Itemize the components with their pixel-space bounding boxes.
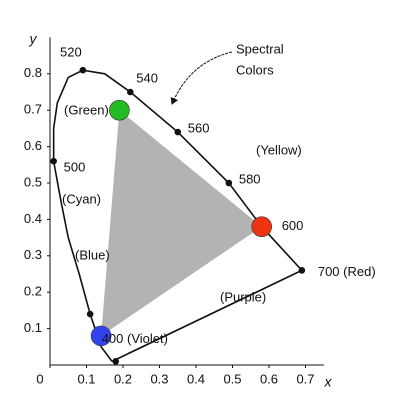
- wavelength-label: 580: [239, 171, 261, 186]
- y-tick-label: 0.8: [24, 65, 42, 80]
- y-tick-label: 0.3: [24, 247, 42, 262]
- x-tick-label: 0.1: [77, 371, 95, 386]
- wavelength-label: 400 (Violet): [102, 331, 168, 346]
- wavelength-dot: [79, 66, 87, 74]
- x-tick-label: 0.2: [114, 371, 132, 386]
- wavelength-dot: [112, 358, 119, 365]
- wavelength-dot: [50, 157, 57, 165]
- y-tick-label: 0.7: [24, 102, 42, 117]
- wavelength-label: 700 (Red): [318, 264, 376, 279]
- wavelength-label: 600: [282, 218, 304, 233]
- x-tick-label: 0.5: [223, 371, 241, 386]
- x-tick-label: 0.7: [296, 371, 314, 386]
- wavelength-label: 560: [188, 120, 210, 135]
- primary-point: [109, 99, 130, 121]
- wavelength-dot: [127, 88, 134, 96]
- wavelength-dot: [298, 267, 306, 274]
- wavelength-label: 520: [60, 45, 82, 60]
- y-tick-label: 0.1: [24, 320, 42, 335]
- y-tick-label: 0.6: [24, 138, 42, 153]
- y-tick-label: 0.5: [24, 174, 42, 189]
- wavelength-dot: [174, 128, 182, 136]
- y-axis-title: y: [29, 31, 38, 47]
- primary-point: [251, 216, 273, 237]
- region-label: (Purple): [220, 289, 266, 304]
- gamut-triangle: [101, 110, 262, 336]
- y-tick-label: 0.2: [24, 284, 42, 299]
- wavelength-dot: [225, 179, 233, 187]
- x-tick-label: 0.6: [260, 371, 278, 386]
- region-label: (Blue): [75, 247, 110, 262]
- annotation-text: Colors: [236, 62, 274, 77]
- x-tick-label: 0.3: [150, 371, 168, 386]
- spectral-locus: [52, 69, 304, 363]
- x-axis-title: x: [324, 374, 333, 390]
- wavelength-label: 540: [136, 70, 158, 85]
- region-label: (Cyan): [62, 191, 101, 206]
- region-label: (Yellow): [256, 142, 302, 157]
- x-tick-label: 0: [36, 371, 43, 386]
- primary-point: [90, 325, 112, 347]
- x-tick-label: 0.4: [187, 371, 205, 386]
- region-label: (Green): [64, 102, 109, 117]
- y-tick-label: 0.4: [24, 211, 42, 226]
- annotation-text: Spectral: [236, 41, 284, 56]
- wavelength-label: 500: [64, 160, 86, 175]
- wavelength-dot: [86, 310, 94, 318]
- annotation-arrow: [170, 51, 233, 105]
